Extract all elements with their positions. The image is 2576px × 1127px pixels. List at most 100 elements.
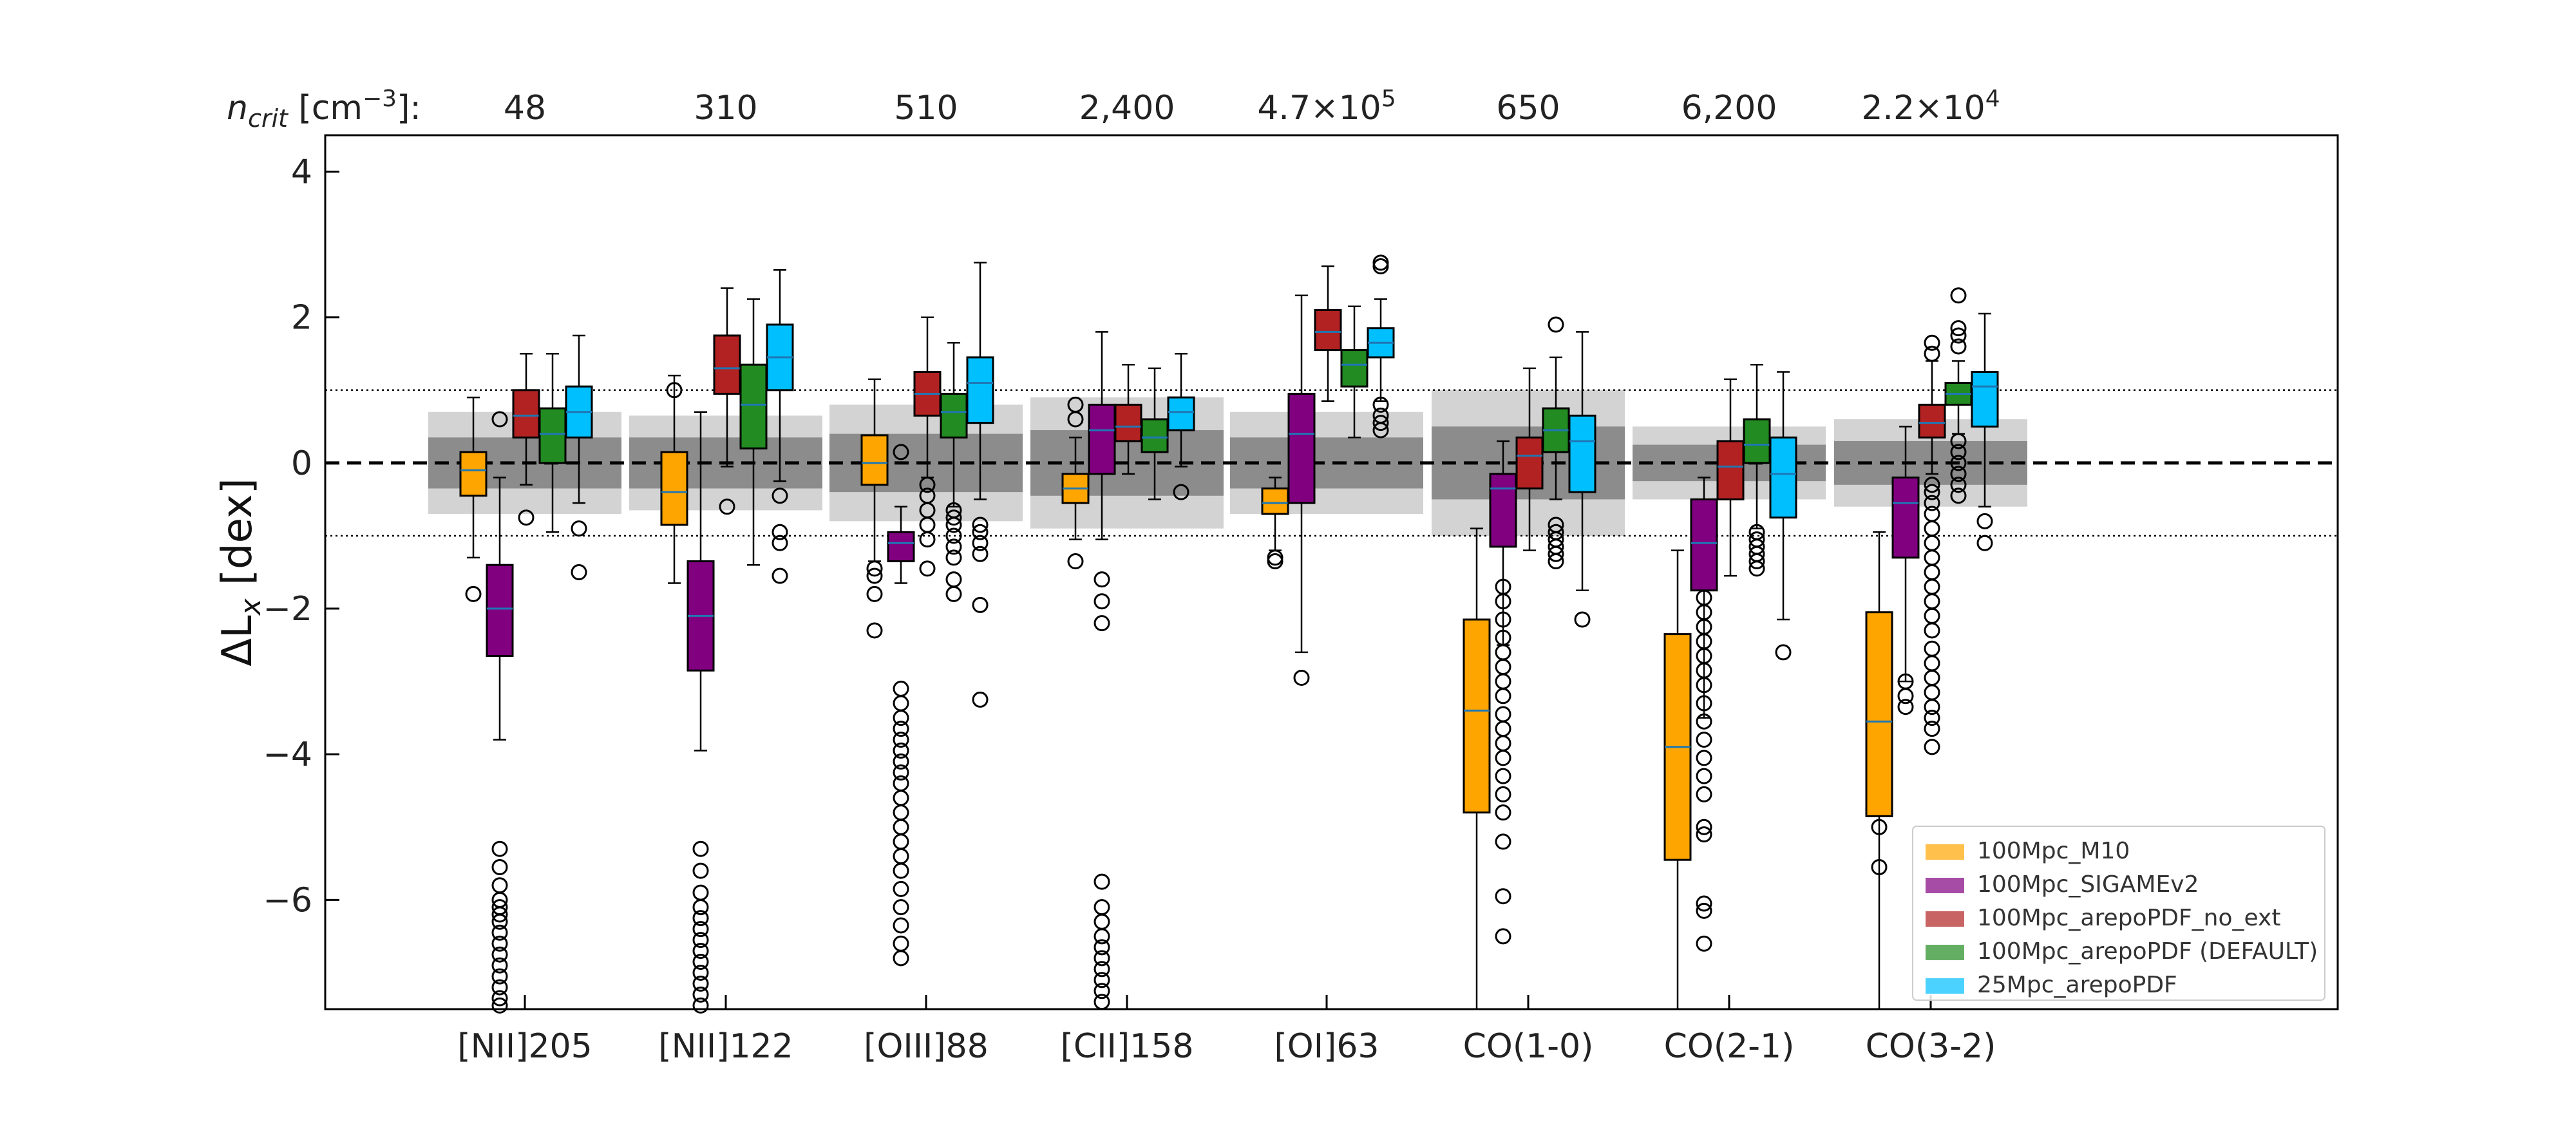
box-1-4 xyxy=(1287,294,1316,686)
outlier-point xyxy=(1696,826,1712,843)
outlier-point xyxy=(972,535,989,551)
outlier-point xyxy=(1372,254,1389,271)
outlier-point xyxy=(1976,513,1993,529)
outlier-point xyxy=(1924,669,1940,686)
box-body xyxy=(887,531,915,563)
outlier-point xyxy=(1924,607,1940,624)
outlier-point xyxy=(772,535,788,551)
box-3-7 xyxy=(1944,287,1973,504)
outlier-point xyxy=(1748,553,1765,570)
y-tick-label: 4 xyxy=(291,153,312,192)
x-tick-label: [NII]205 xyxy=(457,1027,592,1066)
outlier-point xyxy=(491,997,508,1014)
outlier-point xyxy=(893,848,909,865)
outlier-point xyxy=(945,549,962,566)
ncrit-value: 4.7×105 xyxy=(1257,86,1396,128)
outlier-point xyxy=(491,913,508,930)
box-body xyxy=(1743,418,1771,464)
box-1-2 xyxy=(887,444,915,967)
outlier-point xyxy=(945,509,962,526)
outlier-point xyxy=(1094,939,1110,956)
outlier-point xyxy=(1574,611,1591,628)
outlier-point xyxy=(491,858,508,875)
box-3-2 xyxy=(940,342,968,602)
ncrit-values: 48 310 510 2,400 4.7×105 650 6,200 2.2×104 xyxy=(504,86,2000,128)
outlier-point xyxy=(1372,422,1389,439)
box-2-1 xyxy=(713,287,741,515)
box-body xyxy=(1489,473,1517,548)
outlier-point xyxy=(1924,721,1940,737)
box-1-6 xyxy=(1690,477,1718,952)
outlier-point xyxy=(1871,819,1888,835)
outlier-point xyxy=(692,921,709,938)
outlier-point xyxy=(866,585,883,602)
outlier-point xyxy=(893,899,909,916)
outlier-point xyxy=(893,680,909,697)
outlier-point xyxy=(1950,287,1967,304)
outlier-point xyxy=(919,560,936,577)
legend: 100Mpc_M10 100Mpc_SIGAMEv2 100Mpc_arepoPDF… xyxy=(1912,826,2325,1001)
outlier-point xyxy=(1950,327,1967,344)
box-4-6 xyxy=(1769,371,1797,661)
outlier-point xyxy=(772,524,788,540)
outlier-point xyxy=(1775,644,1792,661)
legend-swatch xyxy=(1926,978,1964,994)
outlier-point xyxy=(1495,735,1511,752)
outlier-point xyxy=(1924,684,1940,701)
outlier-point xyxy=(1548,545,1564,562)
outlier-point xyxy=(692,899,709,916)
outlier-point xyxy=(1696,750,1712,766)
x-tick-label: [OIII]88 xyxy=(864,1027,989,1066)
box-4-7 xyxy=(1971,312,1999,551)
ncrit-value: 6,200 xyxy=(1681,89,1777,128)
outlier-point xyxy=(491,906,508,923)
outlier-point xyxy=(692,884,709,901)
outlier-point xyxy=(1950,338,1967,355)
outlier-point xyxy=(1495,750,1511,766)
box-body xyxy=(966,356,994,424)
outlier-point xyxy=(1372,396,1389,413)
outlier-point xyxy=(893,710,909,726)
box-0-3 xyxy=(1061,396,1090,570)
box-body xyxy=(1141,418,1169,453)
outlier-point xyxy=(1094,994,1110,1010)
outlier-point xyxy=(1495,644,1511,661)
ncrit-unit: [cm xyxy=(288,89,363,128)
outlier-point xyxy=(1094,983,1110,999)
outlier-point xyxy=(1924,640,1940,657)
box-body xyxy=(1690,498,1718,592)
outlier-point xyxy=(692,932,709,949)
outlier-point xyxy=(571,564,587,580)
box-body xyxy=(1088,403,1116,475)
ncrit-sup: −3 xyxy=(363,86,397,112)
ncrit-value: 650 xyxy=(1496,89,1560,128)
y-axis-ticks: 4 2 0 −2 −4 −6 xyxy=(263,153,339,920)
outlier-point xyxy=(772,567,788,584)
box-4-0 xyxy=(565,334,593,580)
box-body xyxy=(1167,396,1195,431)
box-body xyxy=(1287,392,1316,504)
outlier-point xyxy=(1696,819,1712,835)
legend-swatch xyxy=(1926,945,1964,960)
ncrit-value: 48 xyxy=(504,89,546,128)
y-tick-label: 2 xyxy=(291,299,312,337)
ncrit-value: 310 xyxy=(694,89,757,128)
outlier-point xyxy=(893,721,909,737)
box-3-4 xyxy=(1340,305,1368,439)
x-tick-label: CO(2-1) xyxy=(1664,1027,1795,1066)
x-tick-label: CO(1-0) xyxy=(1463,1027,1594,1066)
box-body xyxy=(538,407,567,464)
outlier-point xyxy=(1067,396,1084,413)
outlier-point xyxy=(491,924,508,941)
outlier-point xyxy=(1173,484,1189,500)
box-0-6 xyxy=(1663,549,1692,1009)
box-2-6 xyxy=(1716,378,1745,577)
legend-swatch xyxy=(1926,911,1964,927)
outlier-point xyxy=(692,964,709,981)
outlier-point xyxy=(1293,669,1310,686)
outlier-point xyxy=(893,880,909,897)
outlier-point xyxy=(972,691,989,708)
outlier-point xyxy=(893,790,909,806)
outlier-point xyxy=(1924,710,1940,726)
